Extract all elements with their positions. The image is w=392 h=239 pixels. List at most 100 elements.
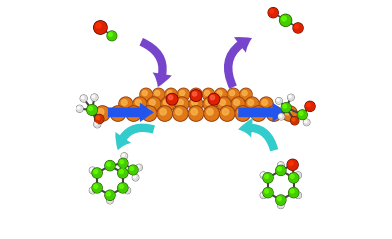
Circle shape (251, 106, 266, 121)
Circle shape (125, 168, 128, 171)
Circle shape (126, 106, 141, 121)
Circle shape (281, 103, 291, 112)
Circle shape (166, 89, 176, 100)
Circle shape (283, 107, 296, 120)
Circle shape (125, 188, 128, 191)
Circle shape (303, 119, 310, 125)
Circle shape (120, 98, 132, 110)
Circle shape (279, 203, 281, 206)
Circle shape (241, 89, 251, 100)
Circle shape (107, 197, 113, 204)
Circle shape (176, 98, 188, 110)
Circle shape (105, 161, 115, 171)
Circle shape (81, 96, 87, 101)
Circle shape (261, 193, 264, 196)
Circle shape (122, 153, 127, 159)
Circle shape (269, 8, 278, 17)
Circle shape (190, 98, 202, 110)
Circle shape (107, 31, 117, 41)
Circle shape (95, 106, 110, 121)
Circle shape (215, 88, 227, 101)
Circle shape (120, 185, 123, 188)
Circle shape (295, 192, 301, 198)
Circle shape (128, 165, 138, 175)
Circle shape (279, 114, 281, 117)
Circle shape (98, 109, 104, 115)
Circle shape (192, 100, 198, 105)
Circle shape (220, 100, 225, 105)
Circle shape (95, 122, 98, 125)
Circle shape (261, 173, 266, 178)
Circle shape (232, 98, 244, 110)
Circle shape (107, 162, 111, 166)
Circle shape (96, 23, 101, 28)
Circle shape (222, 109, 229, 115)
Circle shape (263, 173, 273, 183)
Circle shape (92, 168, 102, 178)
Circle shape (163, 100, 169, 105)
Circle shape (174, 107, 187, 120)
Circle shape (280, 15, 291, 26)
Circle shape (238, 109, 244, 115)
FancyArrowPatch shape (115, 124, 155, 150)
Circle shape (252, 107, 265, 120)
Circle shape (178, 89, 189, 100)
Circle shape (282, 106, 297, 121)
Circle shape (165, 88, 177, 101)
Circle shape (89, 106, 93, 110)
Circle shape (188, 106, 204, 121)
Circle shape (121, 153, 127, 159)
Circle shape (162, 98, 174, 110)
Circle shape (262, 100, 268, 105)
Circle shape (291, 117, 298, 124)
Circle shape (169, 95, 173, 100)
Circle shape (90, 188, 95, 193)
Circle shape (120, 170, 123, 174)
Circle shape (87, 105, 97, 115)
Circle shape (236, 107, 249, 120)
Circle shape (278, 163, 283, 168)
Circle shape (137, 165, 140, 168)
Circle shape (80, 95, 87, 102)
FancyArrowPatch shape (238, 103, 287, 122)
Circle shape (105, 190, 115, 200)
Circle shape (294, 24, 303, 32)
Circle shape (254, 109, 260, 115)
Circle shape (276, 196, 285, 204)
Circle shape (266, 106, 282, 121)
Circle shape (218, 98, 230, 110)
Circle shape (205, 107, 218, 120)
Circle shape (167, 94, 177, 104)
Circle shape (278, 167, 281, 171)
Circle shape (289, 161, 293, 165)
Circle shape (268, 8, 278, 18)
Circle shape (295, 25, 299, 28)
Circle shape (288, 160, 298, 170)
Circle shape (279, 114, 284, 119)
Circle shape (191, 89, 201, 100)
Circle shape (260, 192, 267, 198)
Circle shape (261, 193, 266, 198)
Circle shape (270, 9, 274, 13)
Circle shape (260, 97, 273, 111)
Circle shape (122, 154, 125, 156)
Circle shape (202, 88, 214, 101)
Circle shape (245, 97, 259, 111)
Circle shape (161, 97, 175, 111)
Circle shape (265, 174, 269, 178)
Circle shape (296, 193, 301, 198)
Circle shape (289, 173, 299, 183)
Circle shape (113, 109, 120, 115)
Circle shape (290, 189, 294, 193)
Circle shape (307, 103, 310, 107)
Circle shape (148, 98, 160, 110)
Circle shape (242, 91, 247, 96)
Circle shape (235, 106, 250, 121)
Circle shape (288, 94, 294, 101)
Circle shape (189, 97, 203, 111)
Circle shape (140, 88, 152, 101)
Circle shape (234, 100, 240, 105)
Circle shape (107, 198, 113, 203)
Circle shape (306, 102, 314, 111)
Circle shape (217, 91, 222, 96)
